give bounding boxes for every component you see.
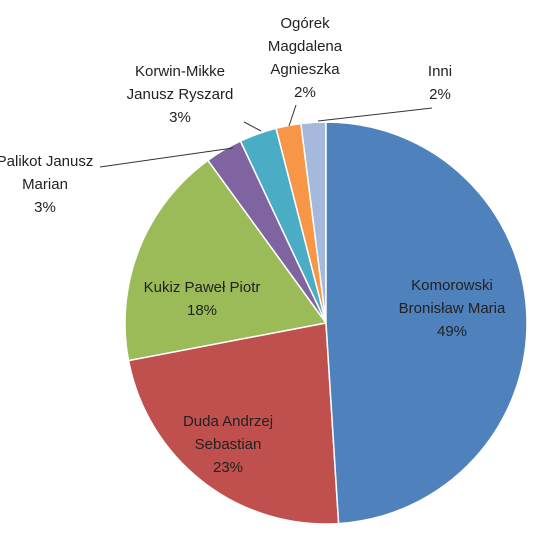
pie-slice — [124, 159, 328, 362]
slice-label: Korwin-Mikke Janusz Ryszard 3% — [115, 60, 245, 129]
pie-slice — [127, 322, 340, 525]
slice-label: Ogórek Magdalena Agnieszka 2% — [260, 12, 350, 104]
slice-label: Komorowski Bronisław Maria 49% — [385, 274, 520, 343]
value-label: 23% — [212, 459, 244, 476]
category-name: Duda Andrzej Sebastian — [182, 413, 274, 453]
leader-line — [99, 147, 234, 168]
category-name: Ogórek Magdalena Agnieszka — [267, 15, 343, 78]
value-label: 2% — [429, 86, 451, 103]
leader-line — [288, 104, 297, 127]
value-label: 18% — [186, 302, 218, 319]
value-label: 3% — [169, 109, 191, 126]
category-name: Korwin-Mikke Janusz Ryszard — [126, 63, 234, 103]
slice-label: Inni 2% — [410, 60, 470, 106]
value-label: 2% — [294, 84, 316, 101]
slice-label: Duda Andrzej Sebastian 23% — [171, 410, 286, 479]
slice-label: Palikot Janusz Marian 3% — [0, 150, 105, 219]
pie-slice — [325, 121, 528, 525]
value-label: 3% — [34, 199, 56, 216]
leader-line — [243, 121, 262, 132]
slice-label: Kukiz Paweł Piotr 18% — [117, 276, 287, 322]
value-label: 49% — [436, 323, 468, 340]
leader-line — [317, 107, 433, 122]
category-name: Kukiz Paweł Piotr — [143, 279, 261, 296]
category-name: Palikot Janusz Marian — [0, 153, 94, 193]
category-name: Inni — [427, 63, 453, 80]
category-name: Komorowski Bronisław Maria — [398, 277, 506, 317]
